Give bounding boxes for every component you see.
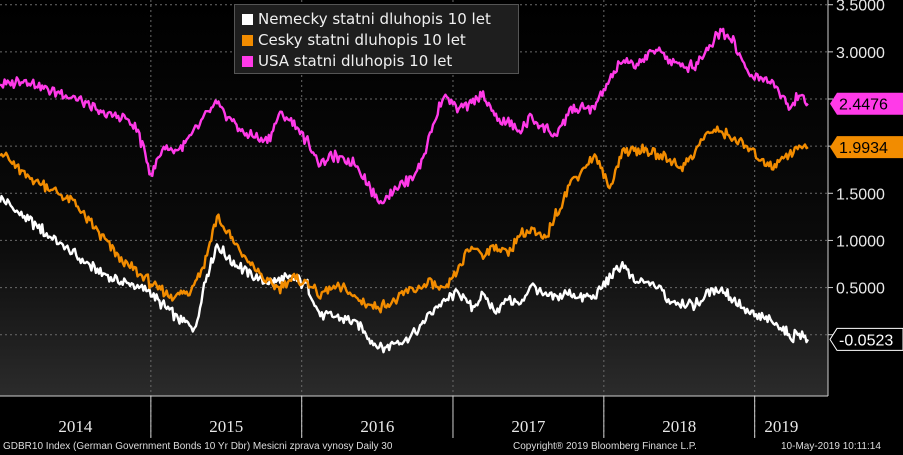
y-tick-label: 3.5000: [836, 0, 885, 15]
x-tick-label: 2019: [764, 417, 798, 436]
last-value-text: 1.9934: [839, 140, 888, 157]
legend-swatch-czech: [242, 35, 253, 46]
last-value-text: -0.0523: [839, 332, 893, 349]
x-tick-label: 2014: [58, 417, 93, 436]
y-tick-label: 1.0000: [836, 233, 885, 250]
last-value-tag: [830, 136, 903, 159]
x-tick-label: 2015: [209, 417, 243, 436]
legend-item-german: Nemecky statni dluhopis 10 let: [242, 9, 491, 29]
legend-label-czech: Cesky statni dluhopis 10 let: [258, 31, 466, 49]
legend-swatch-usa: [242, 56, 253, 67]
legend-label-usa: USA statni dluhopis 10 let: [258, 52, 453, 70]
value-labels: -0.0523 1.9934 2.4476: [829, 92, 903, 351]
last-value-label: -0.0523: [829, 327, 903, 351]
footer-source: GDBR10 Index (German Government Bonds 10…: [3, 441, 393, 452]
last-value-tag: [830, 92, 903, 115]
last-value-label: 1.9934: [830, 136, 903, 159]
series-lines: [0, 27, 810, 354]
last-value-tag: [829, 327, 903, 351]
legend-item-czech: Cesky statni dluhopis 10 let: [242, 30, 466, 50]
x-tick-label: 2016: [360, 417, 394, 436]
footer: GDBR10 Index (German Government Bonds 10…: [0, 438, 903, 455]
last-value-text: 2.4476: [839, 97, 888, 114]
x-tick-label: 2018: [662, 417, 696, 436]
legend: Nemecky statni dluhopis 10 let Cesky sta…: [234, 4, 519, 74]
footer-timestamp: 10-May-2019 10:11:14: [781, 441, 881, 452]
legend-label-german: Nemecky statni dluhopis 10 let: [258, 10, 491, 28]
series-line: [0, 125, 809, 314]
y-tick-label: 1.5000: [836, 186, 885, 203]
legend-item-usa: USA statni dluhopis 10 let: [242, 51, 452, 71]
footer-copyright: Copyright® 2019 Bloomberg Finance L.P.: [513, 441, 697, 452]
last-value-label: 2.4476: [830, 92, 903, 115]
y-tick-label: 3.0000: [836, 45, 885, 62]
legend-swatch-german: [242, 14, 253, 25]
x-tick-label: 2017: [511, 417, 546, 436]
series-line: [0, 194, 810, 354]
series-line: [0, 27, 809, 205]
grid: [0, 0, 828, 438]
y-tick-label: 0.5000: [836, 281, 885, 298]
